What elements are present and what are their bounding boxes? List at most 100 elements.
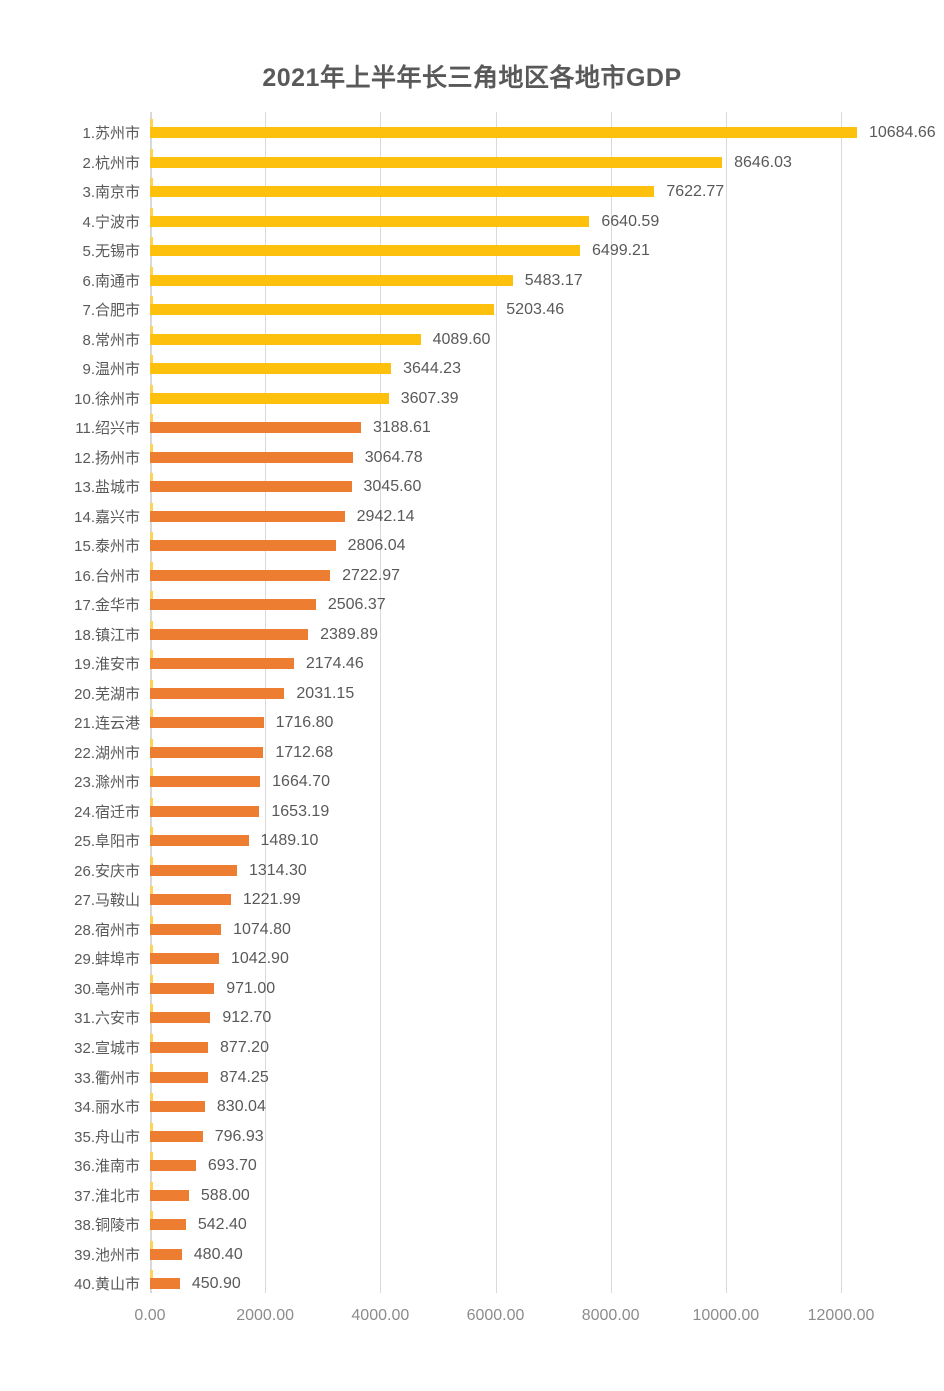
series-tick-marker — [150, 414, 153, 423]
bar-row: 15.泰州市 2806.04 — [0, 525, 944, 555]
bar-track: 1653.19 — [150, 791, 944, 821]
bar-row: 17.金华市 2506.37 — [0, 584, 944, 614]
bar — [150, 894, 231, 906]
value-label: 3045.60 — [363, 478, 422, 496]
value-label: 874.25 — [219, 1068, 269, 1086]
value-label: 1716.80 — [275, 714, 334, 732]
category-label: 10.徐州市 — [74, 390, 140, 408]
bar-track: 1712.68 — [150, 732, 944, 762]
value-label: 4089.60 — [432, 330, 491, 348]
value-label: 2942.14 — [356, 507, 415, 525]
bar-row: 6.南通市 5483.17 — [0, 260, 944, 290]
bar — [150, 451, 353, 463]
bar-row: 35.舟山市 796.93 — [0, 1116, 944, 1146]
chart-title: 2021年上半年长三角地区各地市GDP — [262, 64, 682, 92]
bar-track: 912.70 — [150, 997, 944, 1027]
x-tick-label: 8000.00 — [581, 1307, 640, 1324]
category-label: 2.杭州市 — [82, 154, 140, 172]
bar — [150, 1278, 180, 1290]
bar-track: 3064.78 — [150, 437, 944, 467]
bar-row: 10.徐州市 3607.39 — [0, 378, 944, 408]
bar-track: 8646.03 — [150, 142, 944, 172]
series-tick-marker — [150, 384, 153, 393]
bar-track: 2031.15 — [150, 673, 944, 703]
series-tick-marker — [150, 856, 153, 865]
value-label: 2031.15 — [296, 684, 355, 702]
series-tick-marker — [150, 1211, 153, 1220]
value-label: 3644.23 — [403, 360, 461, 378]
category-label: 18.镇江市 — [74, 626, 140, 644]
bar — [150, 864, 237, 876]
category-label: 25.阜阳市 — [74, 833, 140, 851]
bar — [150, 392, 389, 404]
category-label: 22.湖州市 — [74, 744, 140, 762]
bar — [150, 776, 261, 788]
bar — [150, 363, 392, 375]
category-label: 40.黄山市 — [74, 1276, 140, 1294]
bar-row: 1.苏州市 10684.66 — [0, 112, 944, 142]
category-label: 37.淮北市 — [74, 1187, 140, 1205]
category-label: 17.金华市 — [74, 597, 140, 615]
bar-track: 450.90 — [150, 1263, 944, 1293]
bar-row: 28.宿州市 1074.80 — [0, 909, 944, 939]
bar-row: 40.黄山市 450.90 — [0, 1263, 944, 1293]
y-axis-line — [150, 112, 152, 1293]
plot-area-gridlines — [150, 112, 842, 1293]
bar-track: 2722.97 — [150, 555, 944, 585]
bar-track: 480.40 — [150, 1234, 944, 1264]
value-label: 10684.66 — [868, 124, 936, 141]
category-label: 33.衢州市 — [74, 1069, 140, 1087]
value-label: 1712.68 — [275, 743, 334, 761]
bar-track: 2806.04 — [150, 525, 944, 555]
bar — [150, 540, 336, 552]
bar-row: 2.杭州市 8646.03 — [0, 142, 944, 172]
series-tick-marker — [150, 355, 153, 364]
bar-row: 38.铜陵市 542.40 — [0, 1204, 944, 1234]
bar-track: 6640.59 — [150, 201, 944, 231]
series-tick-marker — [150, 650, 153, 659]
series-tick-marker — [150, 561, 153, 570]
bar — [150, 1101, 205, 1113]
value-label: 588.00 — [200, 1186, 250, 1204]
series-tick-marker — [150, 591, 153, 600]
series-tick-marker — [150, 1093, 153, 1102]
series-tick-marker — [150, 915, 153, 924]
category-label: 26.安庆市 — [74, 862, 140, 880]
value-label: 830.04 — [216, 1098, 266, 1116]
bar-track: 4089.60 — [150, 319, 944, 349]
bar — [150, 1012, 211, 1024]
bar-track: 1489.10 — [150, 820, 944, 850]
bar-row: 7.合肥市 5203.46 — [0, 289, 944, 319]
series-tick-marker — [150, 1004, 153, 1013]
series-tick-marker — [150, 827, 153, 836]
bar-track: 542.40 — [150, 1204, 944, 1234]
bar-row: 23.滁州市 1664.70 — [0, 761, 944, 791]
gdp-bar-chart: 1.苏州市 10684.66 2.杭州市 8646.03 3.南京市 7622.77 4.宁… — [0, 112, 944, 1342]
category-label: 9.温州市 — [82, 361, 140, 379]
bar — [150, 746, 264, 758]
value-label: 480.40 — [193, 1245, 243, 1263]
bar-track: 971.00 — [150, 968, 944, 998]
bar — [150, 569, 331, 581]
series-tick-marker — [150, 679, 153, 688]
bar-track: 7622.77 — [150, 171, 944, 201]
gridline — [265, 112, 267, 1293]
bar-track: 5483.17 — [150, 260, 944, 290]
bar — [150, 245, 581, 257]
category-label: 3.南京市 — [82, 184, 140, 202]
bar-track: 5203.46 — [150, 289, 944, 319]
value-label: 2389.89 — [320, 625, 378, 643]
bar-row: 16.台州市 2722.97 — [0, 555, 944, 585]
bar-track: 2942.14 — [150, 496, 944, 526]
bar-track: 1314.30 — [150, 850, 944, 880]
category-label: 5.无锡市 — [82, 243, 140, 261]
x-tick-label: 10000.00 — [692, 1307, 760, 1324]
bar — [150, 1189, 189, 1201]
series-tick-marker — [150, 296, 153, 305]
category-label: 4.宁波市 — [82, 213, 140, 231]
bar — [150, 923, 222, 935]
bar-track: 874.25 — [150, 1057, 944, 1087]
category-label: 1.苏州市 — [82, 125, 140, 142]
bar-row: 32.宣城市 877.20 — [0, 1027, 944, 1057]
series-tick-marker — [150, 119, 153, 127]
